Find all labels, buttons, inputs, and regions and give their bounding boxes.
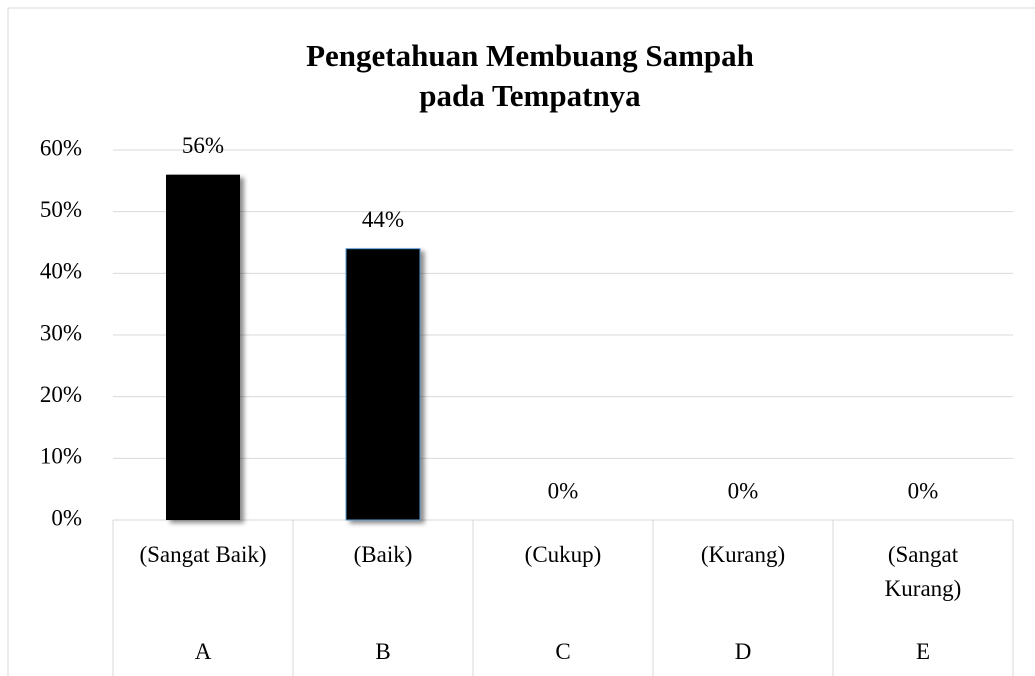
x-tick-label: (Cukup) xyxy=(524,542,602,567)
title-box: Pengetahuan Membuang Sampah pada Tempatn… xyxy=(306,38,754,113)
y-tick-label: 30% xyxy=(40,320,82,345)
x-tick-label: (Baik) xyxy=(353,542,413,567)
x-tick-label: (Kurang) xyxy=(700,542,786,567)
x-group-label: B xyxy=(375,639,391,664)
data-label: 44% xyxy=(362,207,404,232)
bar xyxy=(166,174,240,520)
y-tick-label: 10% xyxy=(40,444,82,469)
y-tick-label: 60% xyxy=(40,135,82,160)
x-group-label: D xyxy=(734,639,752,664)
data-label: 0% xyxy=(908,478,939,503)
bar xyxy=(345,248,421,521)
data-label: 0% xyxy=(548,478,579,503)
y-tick-label: 0% xyxy=(51,505,82,530)
chart-border xyxy=(7,7,1035,676)
x-group-label: E xyxy=(915,639,931,664)
data-label: 0% xyxy=(728,478,759,503)
chart-title: Pengetahuan Membuang Sampah pada Tempatn… xyxy=(306,38,754,113)
data-label: 56% xyxy=(182,133,224,158)
x-group-label: A xyxy=(194,639,212,664)
x-tick-label: (Sangat Baik) xyxy=(139,542,267,567)
x-group-label: C xyxy=(555,639,571,664)
y-tick-label: 50% xyxy=(40,197,82,222)
y-tick-label: 20% xyxy=(40,382,82,407)
y-tick-label: 40% xyxy=(40,259,82,284)
x-tick-label: (Sangat Kurang) xyxy=(884,542,962,601)
